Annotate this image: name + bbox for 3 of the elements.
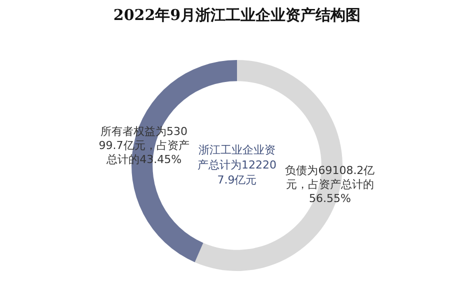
data-label: 负债为69108.2亿元，占资产总计的56.55% xyxy=(285,164,375,205)
chart-title: 2022年9月浙江工业企业资产结构图 xyxy=(112,6,362,25)
text: 浙江工业企业资产总计为122207.9亿元 xyxy=(198,143,276,186)
